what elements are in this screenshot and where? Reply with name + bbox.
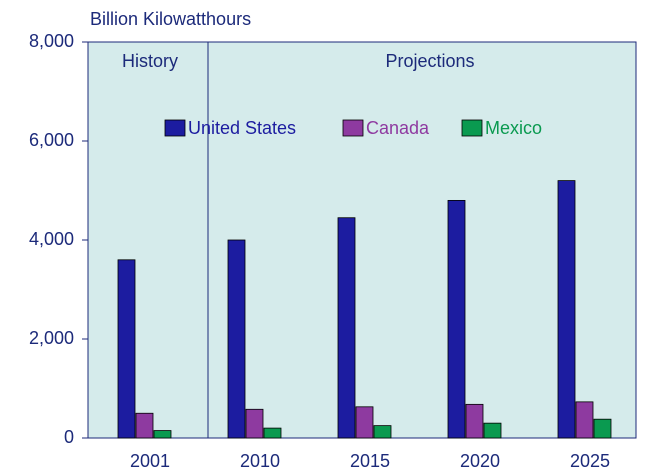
y-tick-label: 2,000 xyxy=(29,328,74,348)
x-tick-label: 2015 xyxy=(350,451,390,471)
bar xyxy=(483,422,502,439)
x-tick-label: 2020 xyxy=(460,451,500,471)
y-tick-label: 0 xyxy=(64,427,74,447)
bar xyxy=(227,239,246,439)
bar xyxy=(355,406,374,439)
x-tick-label: 2010 xyxy=(240,451,280,471)
legend-label: United States xyxy=(188,118,296,138)
bar xyxy=(575,401,594,439)
legend: United States Canada Mexico xyxy=(164,118,542,138)
bar xyxy=(245,408,264,439)
y-tick-label: 8,000 xyxy=(29,31,74,51)
legend-label: Canada xyxy=(366,118,430,138)
legend-swatch xyxy=(164,119,186,137)
bar xyxy=(593,418,612,439)
annotation: History xyxy=(122,51,178,71)
legend-label: Mexico xyxy=(485,118,542,138)
legend-swatch xyxy=(342,119,364,137)
y-axis-label: Billion Kilowatthours xyxy=(90,9,251,29)
y-tick-label: 6,000 xyxy=(29,130,74,150)
bar xyxy=(447,199,466,439)
plot-area xyxy=(87,41,637,439)
bar xyxy=(465,403,484,439)
bar xyxy=(135,412,154,439)
bar xyxy=(557,180,576,439)
x-tick-label: 2001 xyxy=(130,451,170,471)
bar xyxy=(153,430,172,439)
bar xyxy=(117,259,136,439)
bar xyxy=(337,217,356,439)
bar xyxy=(373,425,392,439)
x-tick-label: 2025 xyxy=(570,451,610,471)
annotation: Projections xyxy=(385,51,474,71)
legend-swatch xyxy=(461,119,483,137)
bar xyxy=(263,427,282,439)
y-tick-label: 4,000 xyxy=(29,229,74,249)
